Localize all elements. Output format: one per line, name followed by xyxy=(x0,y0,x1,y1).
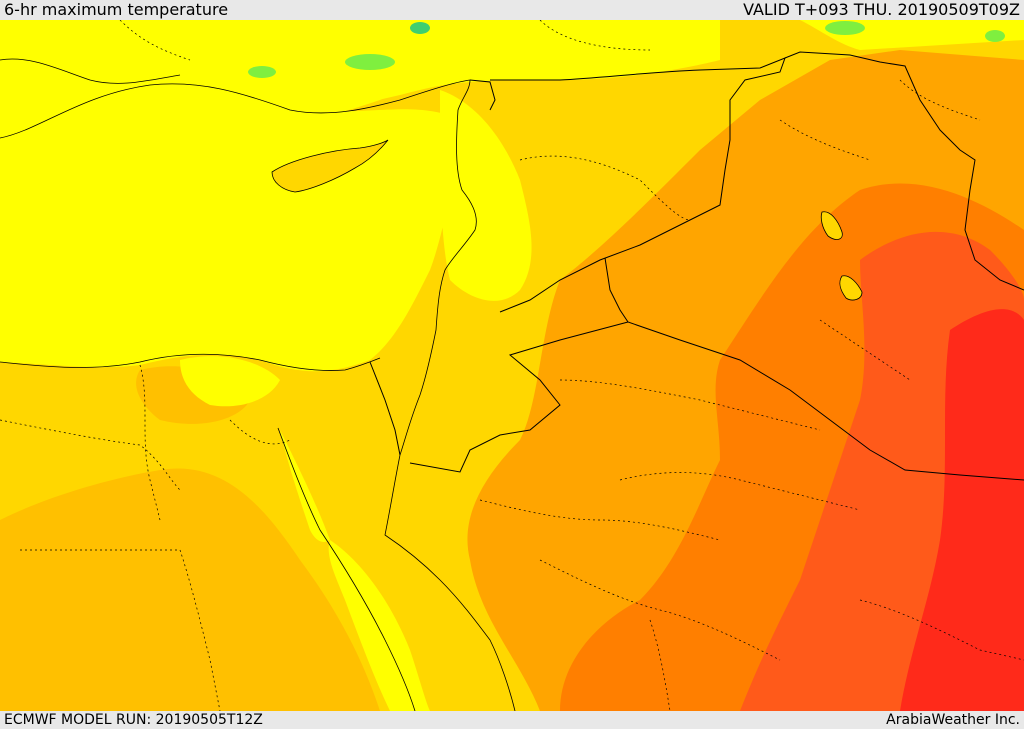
lake-2 xyxy=(839,275,863,301)
red-sea xyxy=(328,540,430,711)
mediterranean-sea xyxy=(0,20,470,372)
coastline-north xyxy=(0,79,477,456)
credit: ArabiaWeather Inc. xyxy=(886,712,1020,728)
gulf-suez xyxy=(280,430,330,542)
coastline-egypt xyxy=(0,353,381,371)
yellow-levant xyxy=(440,90,532,301)
border-egypt-israel xyxy=(369,361,401,456)
green-patch-1 xyxy=(345,54,395,70)
yellow-north-band xyxy=(200,20,720,110)
green-patch-4 xyxy=(825,21,865,35)
border-iraq-iran xyxy=(784,51,1024,291)
border-jordan-saudi xyxy=(409,321,629,473)
yellow-north xyxy=(470,20,1024,50)
model-run: ECMWF MODEL RUN: 20190505T12Z xyxy=(4,712,263,728)
nile-area xyxy=(180,356,280,407)
lake-1 xyxy=(820,211,843,240)
border-syria-turkey xyxy=(469,79,496,111)
red-zone xyxy=(900,309,1024,711)
map-header: 6-hr maximum temperature VALID T+093 THU… xyxy=(0,0,1024,20)
border-jordan-iraq-saudi xyxy=(490,57,786,313)
coastline-red-sea-east xyxy=(384,454,516,711)
internal-boundaries xyxy=(0,20,1024,711)
sinai-border-dotted xyxy=(229,419,291,445)
map-title: 6-hr maximum temperature xyxy=(4,0,229,19)
coastline-turkey xyxy=(0,58,181,84)
border-iraq-saudi xyxy=(604,257,1024,481)
green-patch-5 xyxy=(985,30,1005,42)
map-footer: ECMWF MODEL RUN: 20190505T12Z ArabiaWeat… xyxy=(0,711,1024,729)
temperature-map xyxy=(0,20,1024,711)
green-patch-2 xyxy=(248,66,276,78)
light-orange-west xyxy=(0,468,380,711)
cyprus xyxy=(271,139,389,193)
coastline-suez xyxy=(277,427,416,711)
map-canvas xyxy=(0,20,1024,711)
green-patch-3 xyxy=(410,22,430,34)
valid-time: VALID T+093 THU. 20190509T09Z xyxy=(743,0,1020,19)
